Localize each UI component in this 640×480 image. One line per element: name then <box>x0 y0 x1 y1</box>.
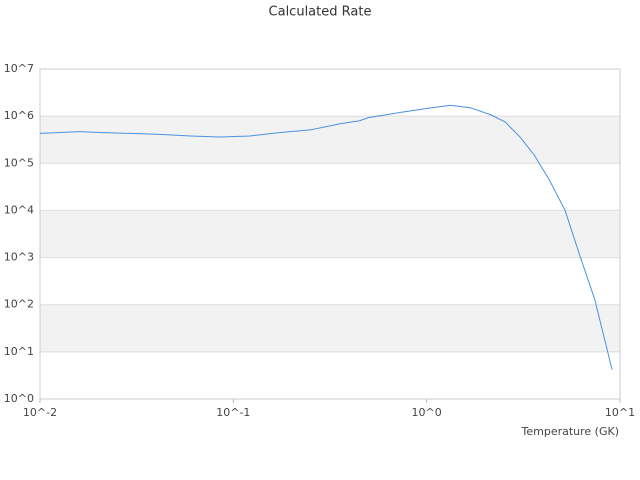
plot-border <box>39 68 621 400</box>
y-tick-label: 10^5 <box>4 156 34 169</box>
x-tick-label: 10^-2 <box>23 406 57 419</box>
x-tick-label: 10^0 <box>412 406 442 419</box>
y-tick-label: 10^1 <box>4 345 34 358</box>
chart-title: Calculated Rate <box>269 5 372 20</box>
grid-band <box>40 304 620 352</box>
x-tick-label: 10^-1 <box>216 406 250 419</box>
y-tick-label: 10^6 <box>4 109 34 122</box>
y-tick-label: 10^4 <box>4 203 34 216</box>
y-tick-label: 10^0 <box>4 392 34 405</box>
grid-band <box>40 116 620 164</box>
y-tick-label: 10^3 <box>4 251 34 264</box>
x-tick-label: 10^1 <box>605 406 635 419</box>
y-tick-label: 10^7 <box>4 62 34 75</box>
y-tick-label: 10^2 <box>4 298 34 311</box>
x-axis-label: Temperature (GK) <box>521 425 620 438</box>
series-line <box>39 104 613 370</box>
grid-band <box>40 210 620 258</box>
